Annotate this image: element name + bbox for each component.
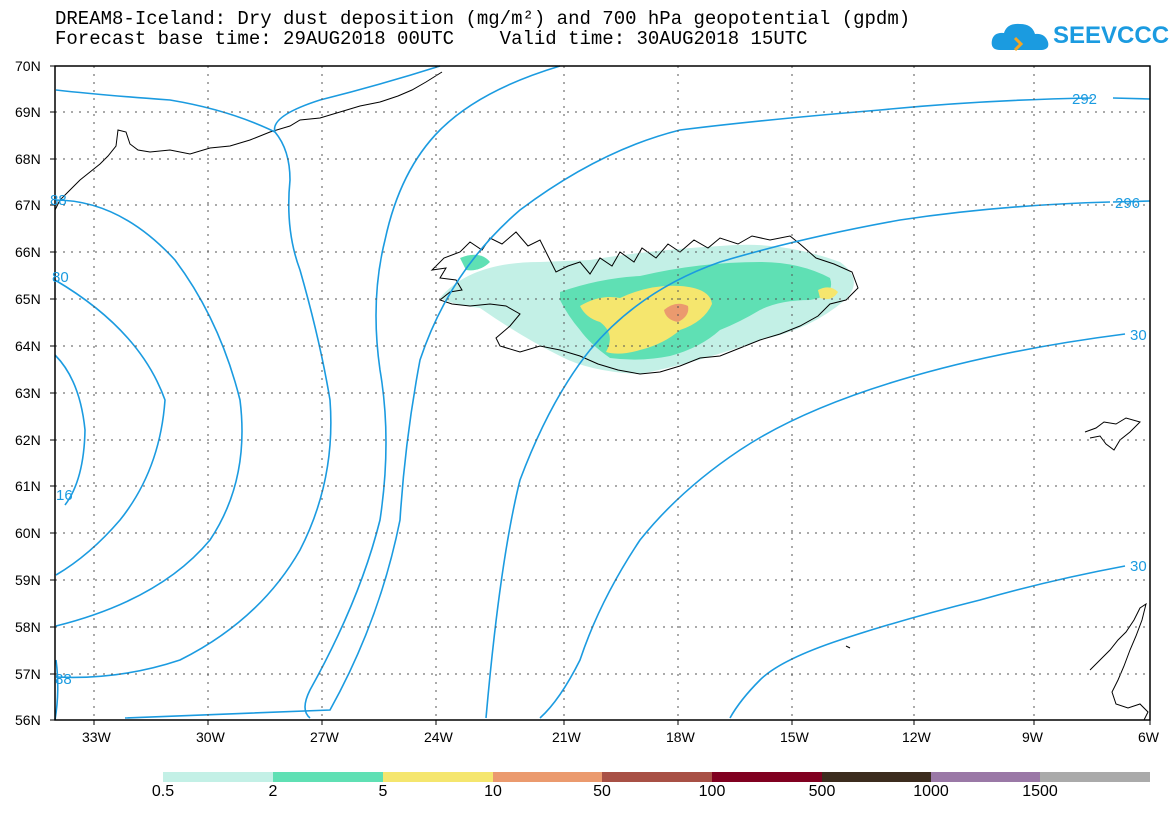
contour-line <box>729 565 1126 719</box>
lon-label: 21W <box>552 729 582 745</box>
map-subtitle: Forecast base time: 29AUG2018 00UTC Vali… <box>55 28 808 50</box>
lon-label: 9W <box>1022 729 1044 745</box>
contour-label: 292 <box>1072 91 1097 108</box>
legend-label: 2 <box>268 783 278 800</box>
legend-label: 10 <box>484 783 502 800</box>
legend-swatch <box>163 772 273 782</box>
lat-label: 60N <box>15 525 41 541</box>
contour-line <box>1112 200 1151 203</box>
contour-line <box>55 65 441 679</box>
legend-label: 5 <box>378 783 388 800</box>
lat-label: 58N <box>15 619 41 635</box>
contour-labels: 292 296 30 30 88 80 16 88 <box>50 91 1147 688</box>
contour-line <box>485 201 1111 719</box>
legend-swatch <box>383 772 493 782</box>
contour-label: 30 <box>1130 327 1147 344</box>
contour-label: 80 <box>52 269 69 286</box>
iceland-coast <box>430 231 859 375</box>
legend-swatch <box>931 772 1040 782</box>
legend-label: 50 <box>593 783 611 800</box>
lat-label: 68N <box>15 151 41 167</box>
lon-label: 15W <box>780 729 810 745</box>
contour-label: 88 <box>55 671 72 688</box>
lon-label: 18W <box>666 729 696 745</box>
axis-ticks <box>50 65 1151 725</box>
legend-label: 1500 <box>1022 783 1058 800</box>
contour-label: 30 <box>1130 558 1147 575</box>
legend-label: 500 <box>808 783 836 800</box>
contour-line <box>54 199 243 627</box>
lon-label: 30W <box>196 729 226 745</box>
lat-label: 61N <box>15 478 41 494</box>
graticule <box>55 66 1150 720</box>
lat-label: 69N <box>15 104 41 120</box>
lon-label: 12W <box>902 729 932 745</box>
lat-label: 56N <box>15 712 41 728</box>
uk-coast <box>1089 602 1149 721</box>
norway-coast-upper <box>1084 417 1141 451</box>
dust-area-orange <box>664 303 689 322</box>
lat-label: 57N <box>15 666 41 682</box>
cloud-logo-icon <box>991 23 1049 52</box>
map-title: DREAM8-Iceland: Dry dust deposition (mg/… <box>55 8 911 30</box>
dust-shading <box>440 244 854 374</box>
contour-line <box>304 65 561 719</box>
lat-label: 59N <box>15 572 41 588</box>
contour-line <box>539 333 1126 719</box>
contour-line <box>124 97 1093 719</box>
map-frame <box>54 65 1151 721</box>
contour-line <box>54 279 166 576</box>
contour-line <box>54 354 86 506</box>
lon-label: 6W <box>1138 729 1160 745</box>
legend-swatch <box>602 772 712 782</box>
legend-label: 1000 <box>913 783 949 800</box>
legend-label: 100 <box>698 783 726 800</box>
lon-label: 33W <box>82 729 112 745</box>
contour-label: 88 <box>50 192 67 209</box>
greenland-coast <box>54 71 443 211</box>
lat-label: 63N <box>15 385 41 401</box>
legend-swatch <box>493 772 602 782</box>
lat-label: 64N <box>15 338 41 354</box>
logo-text: SEEVCCC <box>1053 22 1170 49</box>
legend-swatch <box>712 772 822 782</box>
lat-label: 66N <box>15 244 41 260</box>
longitude-labels: 33W 30W 27W 24W 21W 18W 15W 12W 9W 6W <box>82 729 1160 745</box>
legend-swatch <box>822 772 931 782</box>
legend-swatch <box>273 772 383 782</box>
lat-label: 65N <box>15 291 41 307</box>
faroe-coast <box>845 645 851 649</box>
latitude-labels: 70N 69N 68N 67N 66N 65N 64N 63N 62N 61N … <box>15 58 41 728</box>
lat-label: 67N <box>15 197 41 213</box>
lon-label: 24W <box>424 729 454 745</box>
contour-label: 16 <box>56 487 73 504</box>
dust-area-yellow2 <box>818 287 838 300</box>
lon-label: 27W <box>310 729 340 745</box>
lat-label: 70N <box>15 58 41 74</box>
contour-line <box>1112 97 1151 100</box>
contour-label: 296 <box>1115 195 1140 212</box>
coastlines <box>54 71 1149 721</box>
geopotential-contours <box>54 65 1151 721</box>
legend-swatch <box>1040 772 1150 782</box>
legend-label: 0.5 <box>151 783 175 800</box>
dust-area-yellow <box>580 285 712 354</box>
lat-label: 62N <box>15 432 41 448</box>
contour-line <box>55 89 276 133</box>
